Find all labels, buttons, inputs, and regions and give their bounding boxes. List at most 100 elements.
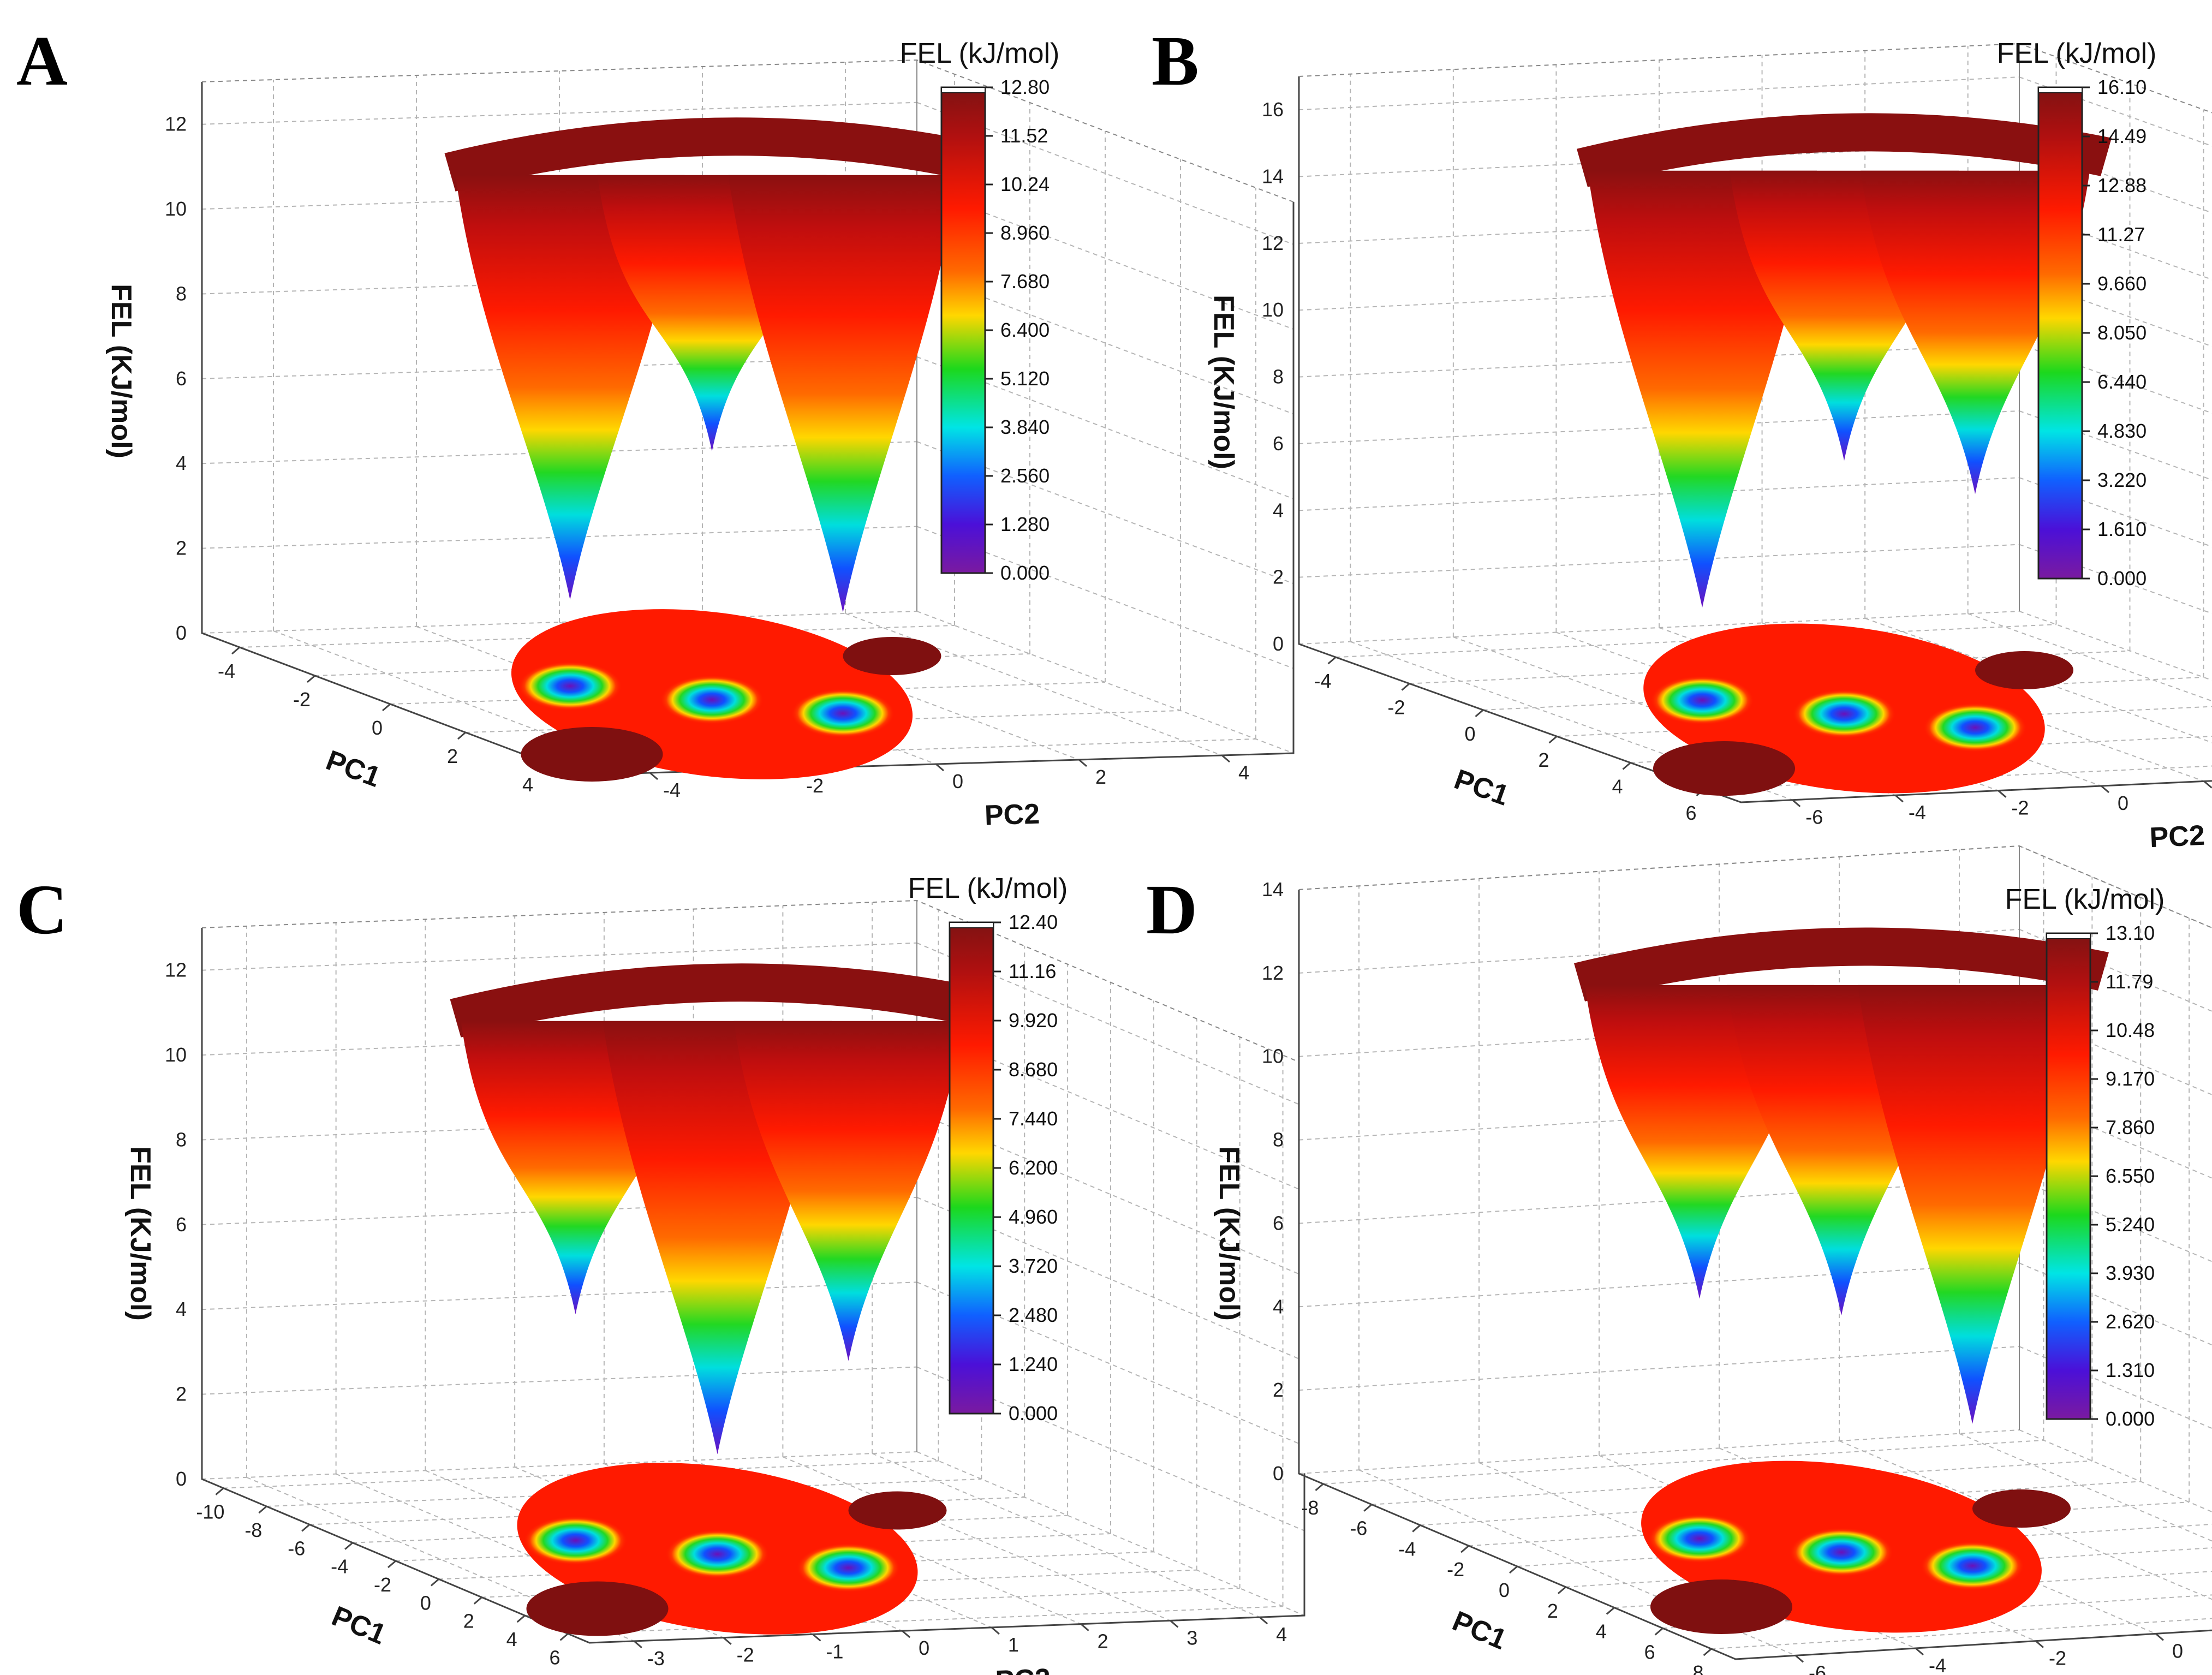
grid-line [273, 630, 651, 773]
floor-well [1921, 1541, 2024, 1590]
panel-letter: A [16, 22, 68, 100]
floor-well [523, 1516, 628, 1565]
y-tick-mark [1894, 795, 1904, 803]
colorbar-tick-label: 10.24 [1000, 173, 1050, 195]
z-tick-label: 12 [1262, 962, 1284, 984]
x-tick-mark [516, 1614, 526, 1623]
colorbar-tick-label: 4.830 [2097, 420, 2147, 442]
grid-line [1298, 1429, 2020, 1474]
x-tick-mark [1557, 1586, 1566, 1594]
x-tick-label: -8 [1301, 1497, 1319, 1519]
x-axis-title: PC1 [1448, 1605, 1511, 1656]
colorbar-cap [941, 87, 986, 93]
z-axis-title: FEL (KJ/mol) [105, 284, 137, 458]
colorbar-tick-label: 3.720 [1009, 1255, 1058, 1277]
grid-line [1839, 1440, 2212, 1600]
floor-high-patch [1975, 651, 2073, 689]
grid-line [845, 613, 1223, 756]
y-tick-mark [1259, 1616, 1268, 1625]
grid-line [1323, 1439, 2044, 1485]
x-tick-mark [387, 1560, 396, 1569]
panel-letter: B [1152, 22, 1199, 100]
floor-high-patch [1653, 741, 1795, 796]
y-tick-label: 2 [1095, 766, 1106, 788]
colorbar-tick-label: 7.440 [1009, 1107, 1058, 1130]
x-tick-label: -8 [245, 1519, 262, 1541]
colorbar-tick-label: 11.52 [1000, 124, 1048, 147]
x-tick-label: 0 [420, 1591, 431, 1614]
x-tick-mark [1654, 1628, 1664, 1636]
surface-well [1861, 170, 2090, 494]
y-tick-label: 4 [1276, 1623, 1287, 1646]
grid-line [1704, 765, 2212, 790]
y-axis-title: PC2 [2143, 1671, 2201, 1675]
z-tick-label: 8 [176, 1128, 187, 1151]
x-tick-label: 2 [1547, 1600, 1558, 1622]
y-tick-label: -6 [1809, 1661, 1826, 1675]
x-tick-label: 0 [1464, 723, 1475, 745]
colorbar [940, 86, 986, 574]
floor-well [1790, 1528, 1893, 1577]
x-tick-mark [231, 646, 240, 655]
x-tick-mark [559, 1633, 569, 1641]
z-tick-label: 12 [1262, 232, 1284, 254]
colorbar-tick-label: 11.16 [1009, 960, 1056, 982]
floor-high-patch [1972, 1489, 2071, 1528]
x-tick-mark [344, 1542, 354, 1550]
colorbar-tick-label: 1.240 [1009, 1353, 1058, 1375]
colorbar-tick-label: 9.660 [2097, 272, 2147, 295]
colorbar-tick-label: 2.620 [2106, 1310, 2155, 1333]
y-tick-mark [2203, 780, 2212, 789]
z-axis-title: FEL (KJ/mol) [124, 1146, 156, 1321]
colorbar-tick-label: 8.680 [1009, 1058, 1058, 1081]
colorbar-tick-label: 1.310 [2106, 1359, 2155, 1381]
surface-plateau [450, 963, 985, 1038]
z-tick-label: 8 [1273, 1129, 1284, 1151]
x-tick-label: 4 [522, 773, 533, 796]
z-axis-title: FEL (KJ/mol) [1213, 1146, 1245, 1321]
z-tick-label: 10 [165, 198, 187, 220]
z-tick-label: 4 [1273, 1295, 1284, 1318]
surface-plateau [1577, 113, 2112, 187]
y-tick-label: -2 [2049, 1647, 2066, 1670]
z-tick-label: 10 [165, 1044, 187, 1066]
x-tick-label: -2 [374, 1573, 391, 1596]
y-tick-mark [1792, 799, 1801, 807]
surface-well [728, 175, 958, 613]
floor-high-patch [848, 1491, 947, 1530]
x-tick-label: 6 [1644, 1641, 1655, 1663]
floor-high-patch [1650, 1579, 1792, 1634]
x-tick-label: -4 [1314, 670, 1331, 692]
x-axis-title: PC1 [1450, 764, 1513, 812]
floor-well [1650, 676, 1754, 725]
y-tick-mark [723, 1637, 732, 1645]
floor-well [665, 1529, 770, 1579]
colorbar-tick-label: 5.120 [1000, 367, 1050, 390]
colorbar-tick-label: 0.000 [2097, 567, 2147, 589]
z-tick-label: 10 [1262, 1045, 1284, 1068]
y-tick-label: 3 [1187, 1626, 1197, 1649]
x-tick-label: 0 [1499, 1579, 1510, 1601]
z-tick-label: 4 [1273, 499, 1284, 521]
colorbar-tick-label: 12.40 [1009, 911, 1058, 933]
y-axis-title: PC2 [2149, 820, 2205, 854]
x-tick-mark [1622, 762, 1631, 770]
colorbar-tick-label: 3.840 [1000, 416, 1050, 438]
colorbar-tick-label: 6.400 [1000, 319, 1050, 341]
x-axis-title: PC1 [322, 744, 385, 794]
x-tick-label: 6 [1685, 802, 1696, 824]
z-tick-label: 6 [1273, 432, 1284, 455]
y-tick-label: -4 [663, 779, 681, 801]
colorbar-tick-label: 8.050 [2097, 321, 2147, 344]
colorbar-tick-label: 2.560 [1000, 464, 1050, 487]
y-tick-label: 1 [1008, 1634, 1019, 1656]
z-tick-label: 0 [176, 1468, 187, 1490]
y-tick-label: -2 [737, 1644, 754, 1666]
colorbar-tick-label: 6.440 [2097, 371, 2147, 393]
z-tick-label: 14 [1262, 165, 1284, 188]
y-tick-label: -6 [1805, 806, 1823, 828]
grid-line [1298, 1346, 2020, 1391]
x-tick-mark [1606, 1607, 1615, 1615]
y-tick-mark [1078, 759, 1087, 767]
